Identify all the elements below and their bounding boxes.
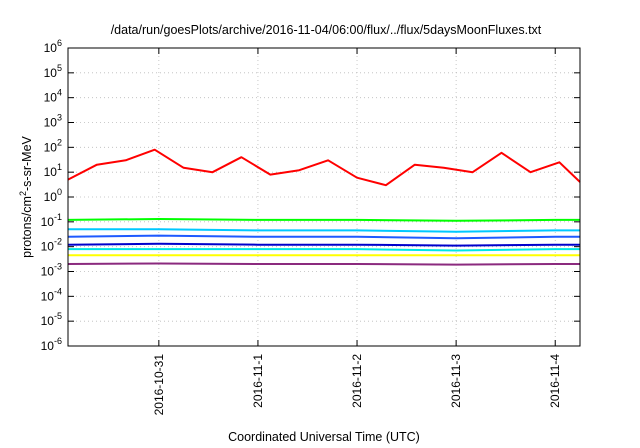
series-line <box>67 148 581 187</box>
series-line <box>67 234 580 240</box>
y-axis: 10-6 10-5 10-4 10-3 10-2 10-1 100 101 102 103 104 1… <box>41 38 580 353</box>
y-tick-label: 10-3 <box>41 262 62 279</box>
x-tick-label: 2016-11-2 <box>350 354 364 408</box>
y-tick-label: 10-5 <box>41 311 62 328</box>
grid <box>68 48 580 346</box>
series-group <box>67 148 581 266</box>
x-axis: 2016-10-31 2016-11-1 2016-11-2 2016-11-3 201… <box>152 48 562 415</box>
x-axis-title: Coordinated Universal Time (UTC) <box>228 430 420 444</box>
y-tick-label: 101 <box>44 162 62 179</box>
y-axis-title-exp: 2 <box>18 191 28 196</box>
y-axis-title-tail: -s-sr-MeV <box>20 135 34 191</box>
series-line <box>67 262 580 266</box>
series-line <box>67 218 580 222</box>
y-tick-label: 10-2 <box>41 237 62 254</box>
y-tick-label: 10-4 <box>41 286 62 303</box>
series-line <box>68 248 580 252</box>
y-tick-label: 10-1 <box>41 212 62 229</box>
y-tick-label: 104 <box>44 88 62 105</box>
y-axis-title: protons/cm2-s-sr-MeV <box>18 135 34 257</box>
x-tick-label: 2016-11-4 <box>548 354 562 408</box>
y-tick-label: 102 <box>44 137 62 154</box>
x-tick-label: 2016-11-3 <box>449 354 463 408</box>
chart-title: /data/run/goesPlots/archive/2016-11-04/0… <box>111 23 542 37</box>
y-tick-label: 106 <box>44 38 62 55</box>
series-line <box>67 242 580 247</box>
x-tick-label: 2016-10-31 <box>152 354 166 416</box>
y-tick-label: 100 <box>44 187 62 204</box>
y-tick-label: 105 <box>44 63 62 80</box>
y-axis-title-main: protons/cm <box>20 196 34 258</box>
series-line <box>68 228 580 233</box>
x-tick-label: 2016-11-1 <box>251 354 265 408</box>
y-tick-label: 10-6 <box>41 336 62 353</box>
y-tick-label: 103 <box>44 113 62 130</box>
